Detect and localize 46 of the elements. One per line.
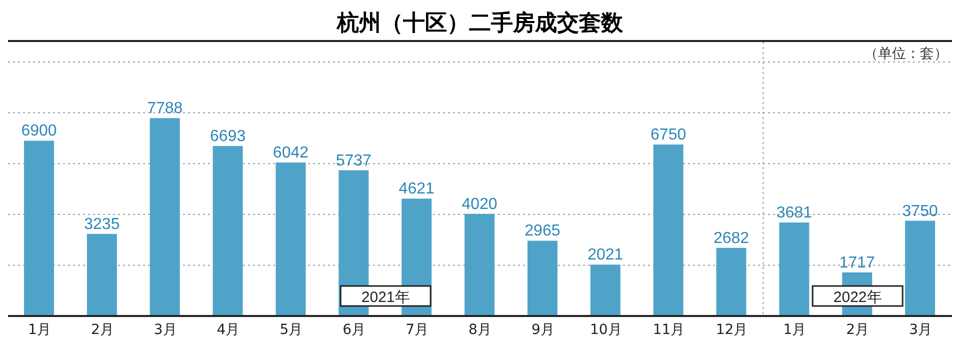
x-tick-label: 7月 (406, 322, 429, 338)
x-tick-label: 2月 (846, 322, 870, 338)
bar (527, 240, 558, 316)
data-label: 2021 (588, 246, 624, 264)
bar (779, 222, 810, 316)
data-label: 6042 (272, 144, 309, 162)
bar (276, 162, 306, 316)
x-tick-label: 6月 (342, 322, 366, 338)
x-tick-label: 8月 (468, 322, 492, 338)
data-label: 3235 (84, 216, 120, 233)
bar (464, 214, 495, 316)
data-label: 6900 (21, 122, 57, 140)
bar (716, 248, 746, 316)
bar (24, 140, 54, 316)
data-label: 5737 (336, 152, 372, 170)
bar (150, 118, 180, 316)
x-tick-label: 9月 (531, 322, 554, 338)
annotation: （单位：套） (864, 46, 948, 62)
bar (653, 144, 684, 316)
annotation: 2021年 (361, 289, 410, 306)
data-label: 2682 (713, 230, 750, 247)
bar (905, 220, 936, 316)
x-tick-label: 12月 (716, 322, 748, 338)
data-label: 2965 (524, 222, 560, 240)
annotation: 2022年 (833, 289, 882, 306)
chart-title: 杭州（十区）二手房成交套数 (8, 8, 952, 42)
x-tick-label: 1月 (28, 322, 51, 338)
bar (590, 264, 620, 316)
bar (212, 146, 243, 316)
x-tick-label: 1月 (783, 322, 806, 338)
x-tick-label: 3月 (909, 322, 932, 338)
data-label: 6750 (650, 126, 686, 144)
x-tick-label: 3月 (154, 322, 177, 338)
data-label: 7788 (147, 100, 183, 118)
x-tick-label: 5月 (280, 322, 303, 338)
data-label: 3681 (776, 204, 812, 222)
bar (86, 234, 117, 316)
x-tick-label: 11月 (652, 322, 685, 338)
x-tick-label: 10月 (590, 322, 622, 338)
data-label: 3750 (902, 202, 938, 220)
data-label: 6693 (210, 128, 246, 145)
data-label: 1717 (839, 254, 876, 272)
x-tick-label: 4月 (216, 322, 240, 338)
x-tick-label: 2月 (90, 322, 114, 338)
data-label: 4621 (398, 180, 434, 198)
data-label: 4020 (462, 196, 498, 213)
